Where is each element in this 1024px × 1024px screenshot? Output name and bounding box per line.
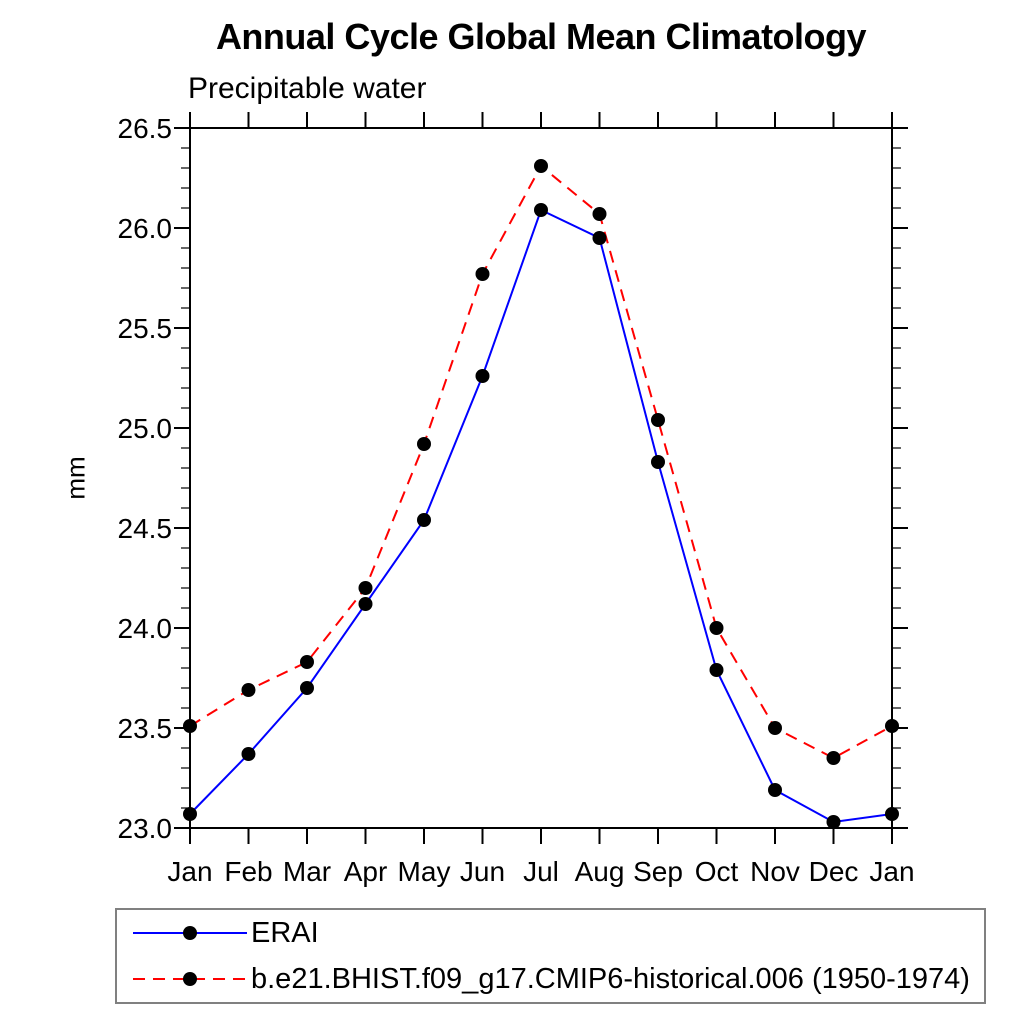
chart-subtitle: Precipitable water [188, 72, 427, 105]
data-point-series-0 [592, 231, 607, 245]
data-point-series-1 [475, 267, 490, 281]
legend-item-model: b.e21.BHIST.f09_g17.CMIP6-historical.006… [131, 963, 984, 996]
data-point-series-0 [651, 455, 665, 469]
legend-sample-solid [133, 926, 247, 940]
legend-marker-erai [183, 926, 197, 940]
data-point-series-1 [826, 751, 841, 765]
data-point-series-1 [241, 683, 256, 697]
x-tick-label: Aug [575, 856, 625, 887]
y-tick-label: 26.0 [118, 213, 173, 244]
x-tick-label: Feb [224, 856, 272, 887]
data-point-series-0 [183, 807, 197, 821]
x-tick-label: Mar [283, 856, 331, 887]
x-tick-label: Jan [869, 856, 914, 887]
y-tick-label: 24.0 [118, 613, 173, 644]
x-tick-label: Dec [809, 856, 859, 887]
x-tick-label: Jul [523, 856, 559, 887]
data-point-series-0 [534, 203, 548, 217]
data-point-series-1 [358, 581, 373, 595]
plot-frame [189, 127, 893, 829]
data-point-series-1 [709, 621, 724, 635]
legend: ERAI b.e21.BHIST.f09_g17.CMIP6-historica… [115, 908, 986, 1004]
y-tick-label: 24.5 [118, 513, 173, 544]
data-point-series-0 [709, 663, 724, 677]
data-point-series-0 [358, 597, 373, 611]
x-tick-label: Jan [167, 856, 212, 887]
y-tick-label: 23.0 [118, 813, 173, 844]
data-point-series-0 [826, 815, 841, 829]
data-point-series-0 [768, 783, 782, 797]
legend-marker-model [183, 972, 197, 986]
data-point-series-1 [885, 719, 899, 733]
x-tick-label: Oct [695, 856, 739, 887]
data-point-series-1 [300, 655, 314, 669]
data-point-series-0 [417, 513, 431, 527]
x-tick-label: Sep [633, 856, 683, 887]
data-point-series-0 [475, 369, 490, 383]
x-tick-label: Jun [460, 856, 505, 887]
legend-label-erai: ERAI [251, 916, 319, 949]
data-point-series-0 [241, 747, 256, 761]
y-tick-label: 26.5 [118, 113, 173, 144]
data-point-series-0 [885, 807, 899, 821]
x-tick-label: Apr [344, 856, 388, 887]
data-point-series-1 [592, 207, 607, 221]
y-tick-label: 25.5 [118, 313, 173, 344]
data-point-series-1 [417, 437, 431, 451]
series-line-1 [189, 164, 893, 760]
data-point-series-0 [300, 681, 314, 695]
data-point-series-1 [651, 413, 665, 427]
data-point-series-1 [534, 159, 548, 173]
legend-sample-dashed [133, 972, 247, 986]
x-tick-label: Nov [750, 856, 800, 887]
y-tick-label: 23.5 [118, 713, 173, 744]
x-tick-label: May [398, 856, 451, 887]
data-point-series-1 [183, 719, 197, 733]
chart-title: Annual Cycle Global Mean Climatology [215, 16, 867, 57]
y-tick-label: 25.0 [118, 413, 173, 444]
series-line-0 [189, 208, 893, 824]
data-point-series-1 [768, 721, 782, 735]
legend-item-erai: ERAI [131, 917, 984, 950]
legend-label-model: b.e21.BHIST.f09_g17.CMIP6-historical.006… [251, 962, 970, 995]
